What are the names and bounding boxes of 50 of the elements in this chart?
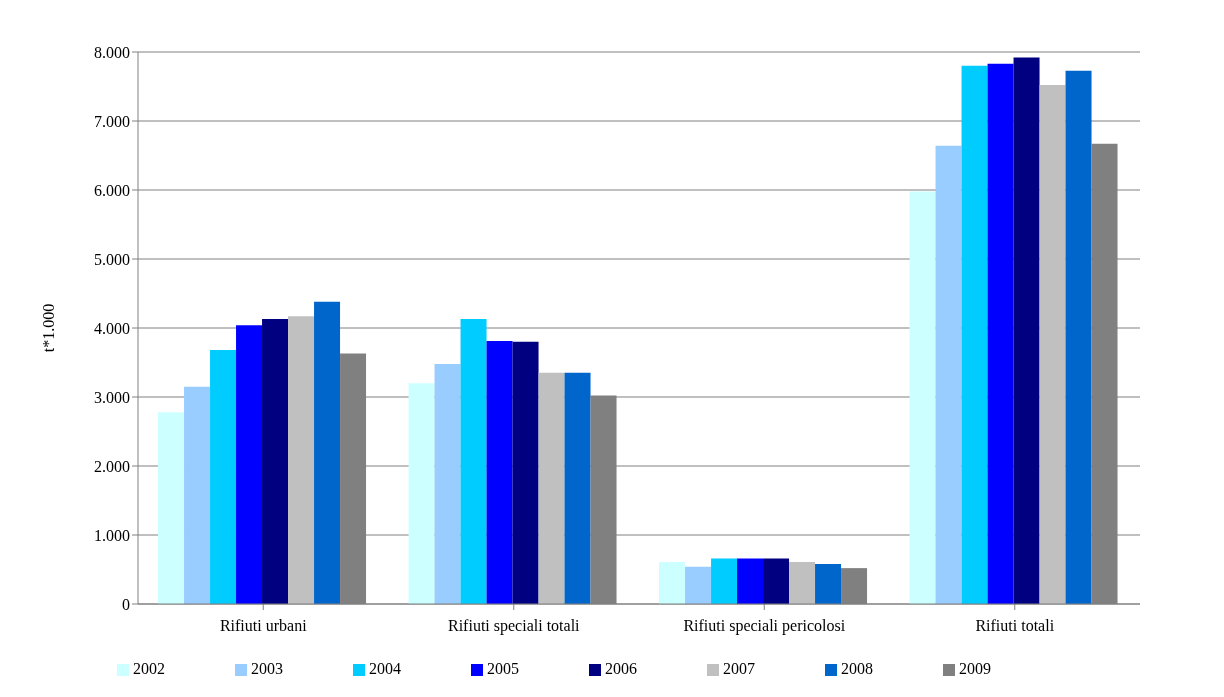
bar: [184, 386, 211, 604]
y-tick-label: 1.000: [94, 526, 130, 544]
x-tick-label: Rifiuti speciali pericolosi: [683, 617, 846, 636]
y-tick-label: 4.000: [94, 319, 130, 337]
bar: [935, 145, 962, 604]
bar: [1039, 85, 1066, 604]
y-tick-label: 5.000: [94, 250, 130, 268]
legend-label: 2009: [959, 660, 991, 677]
bar: [1013, 57, 1040, 604]
bar: [961, 65, 988, 604]
bar: [685, 566, 712, 604]
y-tick-label: 7.000: [94, 112, 130, 130]
x-tick-label: Rifiuti urbani: [219, 617, 308, 635]
y-tick-label: 3.000: [94, 388, 130, 406]
bar: [486, 341, 513, 604]
bar: [659, 561, 686, 604]
bar: [210, 350, 237, 604]
bar: [288, 316, 315, 604]
bar: [737, 558, 764, 604]
bar: [236, 325, 263, 604]
bar: [987, 63, 1014, 604]
bar: [460, 319, 487, 604]
bar: [815, 563, 842, 604]
y-tick-label: 2.000: [94, 457, 130, 475]
y-axis-title: t*1.000: [39, 303, 57, 353]
bar: [408, 383, 435, 604]
bar: [158, 412, 185, 604]
bar: [1065, 70, 1092, 604]
y-tick-label: 8.000: [94, 43, 130, 61]
legend-label: 2004: [369, 660, 401, 677]
bar: [763, 558, 790, 604]
legend-label: 2002: [133, 660, 165, 677]
bar: [262, 319, 289, 604]
bar: [789, 561, 816, 604]
bar: [564, 372, 591, 604]
legend-label: 2008: [841, 660, 873, 677]
legend-label: 2003: [251, 660, 283, 677]
legend-label: 2005: [487, 660, 519, 677]
y-tick-label: 0: [122, 595, 130, 613]
bar: [538, 372, 565, 604]
legend-label: 2006: [605, 660, 637, 677]
bar: [711, 558, 738, 604]
x-tick-label: Rifiuti speciali totali: [447, 617, 581, 636]
legend-label: 2007: [723, 660, 755, 677]
bar: [909, 191, 936, 604]
bar: [434, 363, 461, 604]
bar: [512, 341, 539, 604]
y-tick-label: 6.000: [94, 181, 130, 199]
x-tick-label: Rifiuti totali: [975, 617, 1055, 635]
bar: [314, 301, 341, 604]
